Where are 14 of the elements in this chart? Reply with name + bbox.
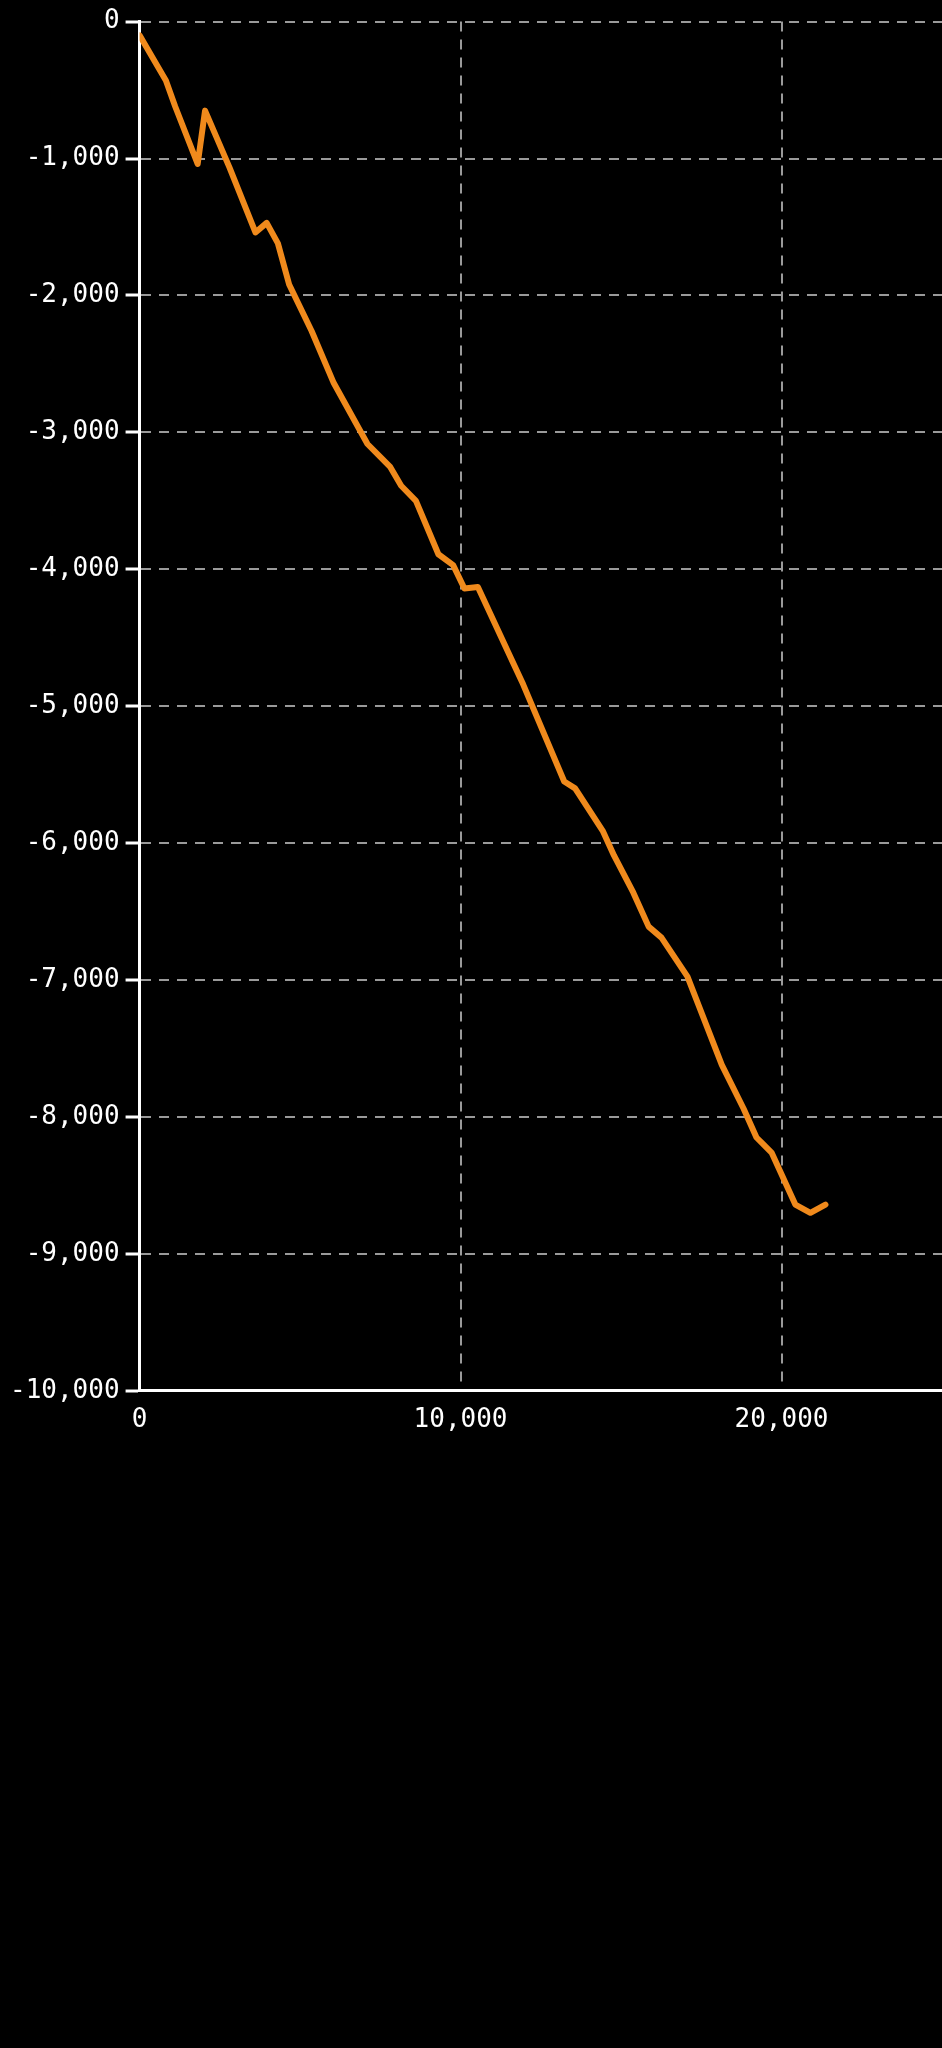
y-tick-label: -5,000 xyxy=(25,688,120,719)
y-tick-label: -3,000 xyxy=(25,415,120,446)
x-tick-label: 0 xyxy=(131,1403,148,1434)
y-tick-label: -6,000 xyxy=(25,825,120,856)
x-tick-label: 20,000 xyxy=(734,1403,829,1434)
y-tick-label: -7,000 xyxy=(25,962,120,993)
y-tick-label: -4,000 xyxy=(25,552,120,583)
x-tick-label: 10,000 xyxy=(413,1403,508,1434)
y-tick-label: -8,000 xyxy=(25,1099,120,1130)
y-tick-label: -9,000 xyxy=(25,1236,120,1267)
y-tick-label: -1,000 xyxy=(25,141,120,172)
y-tick-label: -10,000 xyxy=(10,1373,120,1404)
y-tick-label: 0 xyxy=(103,4,120,35)
y-tick-label: -2,000 xyxy=(25,278,120,309)
